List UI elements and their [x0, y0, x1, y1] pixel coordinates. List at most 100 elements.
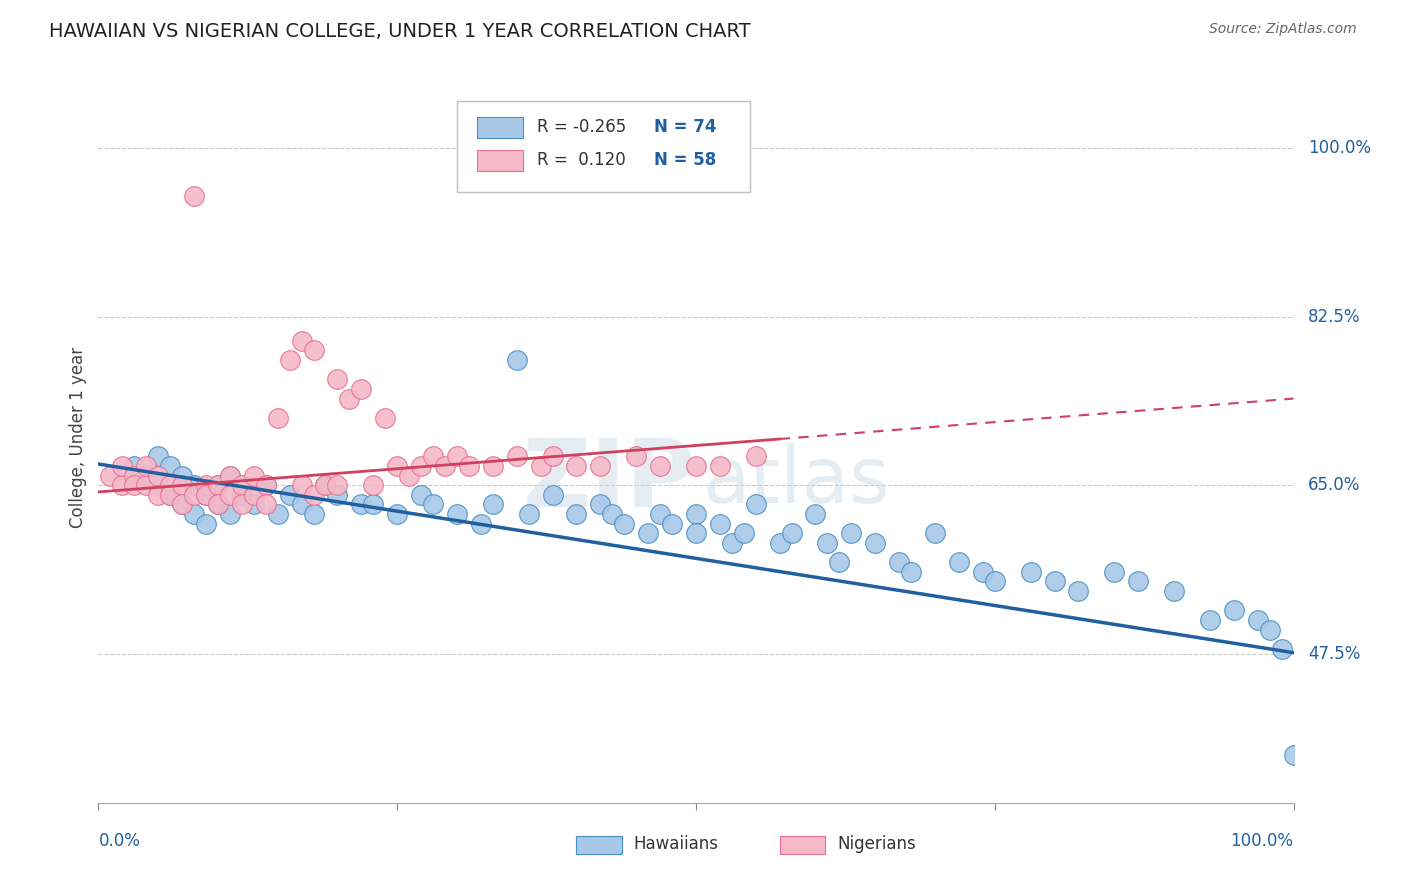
Point [302, 507, 325, 521]
Point [1104, 565, 1126, 579]
Point [411, 488, 433, 502]
Point [1271, 641, 1294, 656]
Point [278, 353, 301, 368]
Point [243, 468, 266, 483]
Point [446, 507, 468, 521]
Point [721, 536, 744, 550]
Point [541, 488, 564, 502]
Point [363, 498, 385, 512]
Point [745, 498, 768, 512]
Point [841, 526, 863, 541]
Point [183, 507, 205, 521]
Point [326, 488, 349, 502]
Point [219, 488, 242, 502]
Point [1258, 623, 1281, 637]
Text: Nigerians: Nigerians [837, 835, 915, 853]
Point [148, 488, 170, 502]
Text: 65.0%: 65.0% [1308, 476, 1360, 494]
Point [291, 498, 314, 512]
Point [350, 498, 373, 512]
Point [135, 458, 157, 473]
Point [470, 516, 492, 531]
Point [195, 478, 218, 492]
Point [709, 458, 731, 473]
Point [339, 392, 361, 406]
Point [506, 450, 529, 464]
Point [111, 458, 134, 473]
Point [865, 536, 887, 550]
Point [385, 507, 409, 521]
Point [326, 372, 349, 386]
Point [254, 478, 277, 492]
Point [231, 498, 253, 512]
Point [446, 450, 468, 464]
Point [768, 536, 790, 550]
Point [267, 410, 290, 425]
Point [219, 468, 242, 483]
Text: 47.5%: 47.5% [1308, 645, 1360, 663]
Text: Hawaiians: Hawaiians [634, 835, 718, 853]
Point [1043, 574, 1066, 589]
Point [195, 516, 218, 531]
Point [195, 488, 218, 502]
Point [685, 458, 707, 473]
Point [804, 507, 827, 521]
Point [159, 488, 181, 502]
Text: N = 74: N = 74 [654, 118, 717, 136]
Point [219, 507, 242, 521]
Point [350, 382, 373, 396]
Point [315, 478, 337, 492]
Point [291, 334, 314, 348]
FancyBboxPatch shape [576, 836, 621, 854]
Point [780, 526, 803, 541]
FancyBboxPatch shape [457, 101, 749, 192]
Point [900, 565, 922, 579]
Point [243, 498, 266, 512]
FancyBboxPatch shape [477, 118, 523, 138]
Point [159, 478, 181, 492]
Point [385, 458, 409, 473]
Point [517, 507, 540, 521]
Point [589, 498, 612, 512]
Point [195, 488, 218, 502]
Text: R = -0.265: R = -0.265 [537, 118, 626, 136]
Point [972, 565, 994, 579]
Point [889, 555, 911, 569]
Point [148, 468, 170, 483]
Point [1128, 574, 1150, 589]
Point [565, 458, 588, 473]
Point [411, 458, 433, 473]
Text: N = 58: N = 58 [654, 151, 717, 169]
FancyBboxPatch shape [779, 836, 825, 854]
Point [648, 507, 672, 521]
Point [648, 458, 672, 473]
Point [254, 498, 277, 512]
Point [231, 488, 253, 502]
Point [363, 478, 385, 492]
FancyBboxPatch shape [477, 151, 523, 171]
Text: 82.5%: 82.5% [1308, 308, 1361, 326]
Point [302, 488, 325, 502]
Point [709, 516, 731, 531]
Point [661, 516, 683, 531]
Text: 0.0%: 0.0% [98, 832, 141, 850]
Point [326, 478, 349, 492]
Point [172, 468, 194, 483]
Point [98, 468, 122, 483]
Point [207, 498, 229, 512]
Point [541, 450, 564, 464]
Point [506, 353, 529, 368]
Point [183, 189, 205, 203]
Point [1247, 613, 1270, 627]
Point [1019, 565, 1042, 579]
Point [172, 498, 194, 512]
Point [733, 526, 755, 541]
Point [530, 458, 553, 473]
Point [565, 507, 588, 521]
Point [374, 410, 396, 425]
Point [219, 468, 242, 483]
Point [172, 498, 194, 512]
Point [458, 458, 481, 473]
Point [291, 478, 314, 492]
Point [207, 478, 229, 492]
